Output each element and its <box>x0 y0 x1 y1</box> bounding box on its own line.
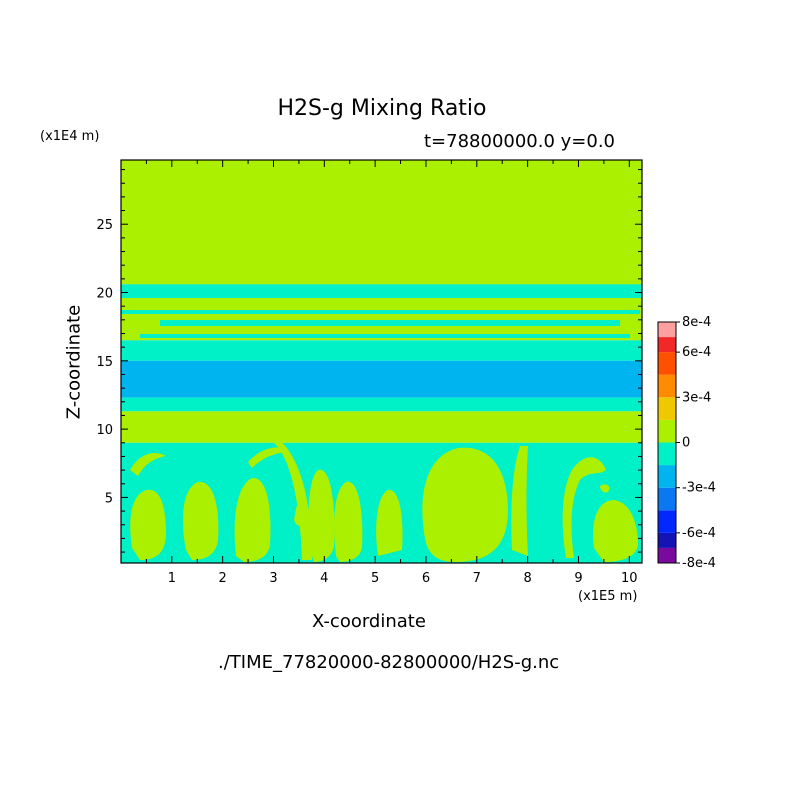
y-tick-label: 5 <box>105 491 113 506</box>
plume <box>511 446 528 556</box>
colorbar-swatch <box>658 352 676 375</box>
chart-subtitle: t=78800000.0 y=0.0 <box>424 131 616 152</box>
y-tick-label: 20 <box>96 287 113 302</box>
x-tick-label: 4 <box>320 571 328 586</box>
x-tick-label: 1 <box>168 571 176 586</box>
x-tick-label: 9 <box>574 571 582 586</box>
plume <box>121 310 640 314</box>
colorbar-swatch <box>658 419 676 443</box>
plume <box>121 293 640 298</box>
chart-title: H2S-g Mixing Ratio <box>277 96 487 121</box>
plume <box>270 437 312 560</box>
plume <box>182 481 219 560</box>
y-tick-label: 25 <box>96 218 113 233</box>
x-axis-label: X-coordinate <box>312 611 426 632</box>
colorbar-label: 3e-4 <box>682 390 711 405</box>
plume <box>376 489 403 556</box>
plot-area <box>121 160 642 563</box>
colorbar-swatch <box>658 322 676 338</box>
plot-frame <box>120 159 643 564</box>
colorbar-swatch <box>658 374 676 398</box>
colorbar: 8e-4 6e-4 3e-4 0 -3e-4 -6e-4 -8e-4 <box>657 315 716 571</box>
plume <box>308 469 335 562</box>
contour-band <box>121 411 642 443</box>
contour-plumes <box>121 276 640 562</box>
colorbar-swatch <box>658 547 676 563</box>
z-axis-unit: (x1E4 m) <box>40 129 100 144</box>
plume <box>248 447 290 468</box>
contour-band <box>121 340 642 361</box>
contour-band <box>121 297 642 341</box>
x-tick-label: 10 <box>621 571 638 586</box>
contour-band <box>121 160 642 285</box>
plume <box>130 489 166 560</box>
colorbar-label: 8e-4 <box>682 315 711 330</box>
plume <box>562 457 606 558</box>
plume <box>592 500 638 562</box>
x-tick-label: 3 <box>269 571 277 586</box>
x-tick-label: 7 <box>473 571 481 586</box>
plume <box>234 477 271 562</box>
x-tick-label: 2 <box>219 571 227 586</box>
x-tick-label: 6 <box>422 571 430 586</box>
contour-band <box>121 397 642 412</box>
plume <box>600 484 610 493</box>
x-tick-label: 8 <box>523 571 531 586</box>
y-tick-label: 10 <box>96 423 113 438</box>
colorbar-swatch <box>658 510 676 533</box>
x-axis-unit: (x1E5 m) <box>578 589 638 604</box>
contour-band <box>121 360 642 398</box>
colorbar-label: -6e-4 <box>682 526 716 541</box>
y-tick-label: 15 <box>96 355 113 370</box>
colorbar-swatch <box>658 397 676 420</box>
colorbar-swatch <box>658 532 676 548</box>
source-file-path: ./TIME_77820000-82800000/H2S-g.nc <box>218 652 560 673</box>
colorbar-label: -3e-4 <box>682 481 716 496</box>
colorbar-swatch <box>658 465 676 488</box>
plume <box>422 447 508 562</box>
colorbar-swatch <box>658 487 676 511</box>
plume <box>160 320 620 326</box>
colorbar-swatch <box>658 337 676 353</box>
colorbar-label: -8e-4 <box>682 556 716 571</box>
x-axis-ticks: 1 2 3 4 5 6 7 8 9 10 <box>145 160 638 586</box>
colorbar-label: 0 <box>682 436 690 451</box>
colorbar-swatch <box>658 442 676 466</box>
y-axis-ticks: 5 10 15 20 25 <box>96 169 642 553</box>
colorbar-label: 6e-4 <box>682 345 711 360</box>
plume <box>334 481 363 562</box>
x-tick-label: 5 <box>371 571 379 586</box>
plume <box>416 276 436 280</box>
plume <box>130 452 166 476</box>
plume <box>294 503 307 526</box>
plume <box>140 334 630 338</box>
